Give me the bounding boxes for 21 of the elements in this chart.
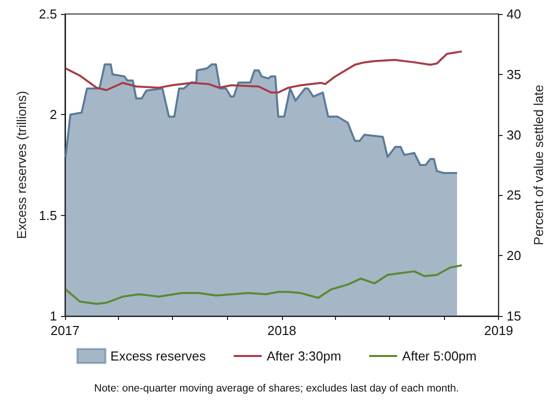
y2-tick-label: 15 [506,308,522,324]
x-tick-label: 2018 [267,323,296,338]
line-series [64,50,463,94]
y-tick-label: 1.5 [38,208,57,223]
legend-label: After 5:00pm [402,348,477,364]
line-series [64,264,463,305]
y-tick-label: 2.5 [38,6,57,22]
y-tick-label: 2 [50,107,57,122]
y2-tick-label: 40 [506,6,522,22]
y2-tick-label: 30 [506,127,522,142]
x-tick-label: 2017 [50,323,80,338]
y-tick-label: 1 [50,308,57,324]
text: Note: one-quarter moving average of shares; excludes last day of each month. [94,382,459,394]
y2-tick-label: 25 [506,188,522,203]
y2-axis-title: Percent of value settled late [531,84,546,246]
legend-label: After 3:30pm [266,348,342,364]
y2-tick-label: 35 [506,66,522,82]
legend-label: Excess reserves [110,348,206,364]
y-axis-title: Excess reserves (trillions) [14,90,30,240]
y2-tick-label: 20 [506,248,522,264]
x-tick-label: 2019 [484,323,514,338]
